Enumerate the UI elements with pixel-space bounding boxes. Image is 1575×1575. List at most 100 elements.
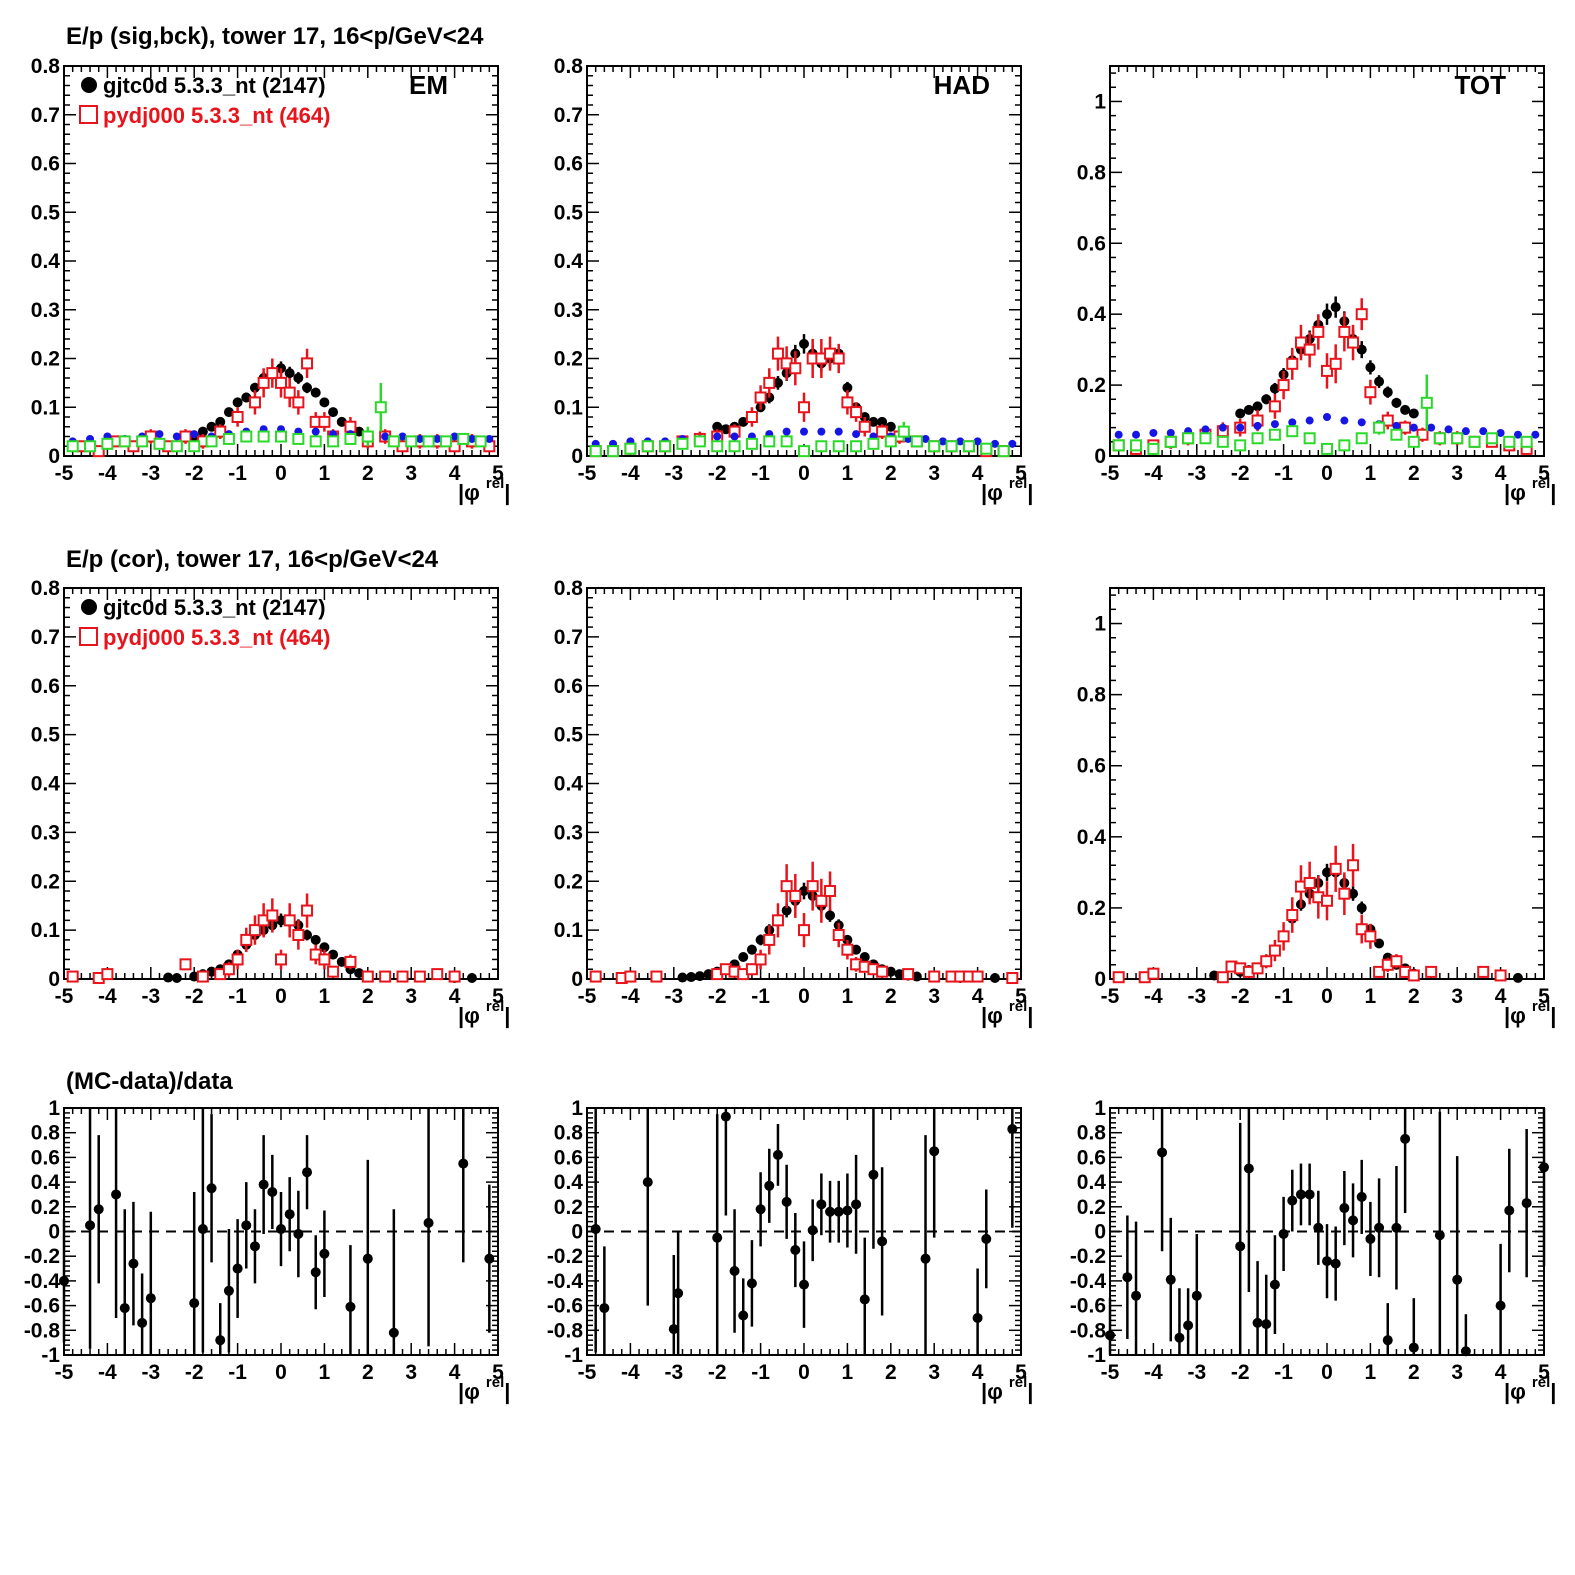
data-point: [1312, 325, 1325, 338]
y-tick-label: 0.8: [1077, 1122, 1107, 1145]
data-point: [361, 970, 374, 983]
y-tick-label: 0.8: [31, 577, 61, 600]
x-tick-label: 0: [798, 985, 810, 1008]
data-point: [1338, 887, 1351, 900]
data-point: [1277, 930, 1290, 943]
data-point: [101, 968, 114, 981]
y-tick-label: 0.4: [554, 773, 584, 796]
y-tick-label: 0: [48, 445, 60, 468]
data-point: [1391, 397, 1402, 408]
data-point: [989, 973, 1000, 984]
data-point: [310, 387, 321, 398]
data-point: [1382, 1335, 1393, 1346]
x-tick-label: -3: [664, 985, 683, 1008]
data-point: [1461, 427, 1470, 436]
data-point: [1477, 965, 1490, 978]
data-point: [1356, 902, 1367, 913]
data-point: [842, 382, 853, 393]
data-point: [458, 1158, 469, 1169]
data-point: [318, 953, 331, 966]
y-tick-label: -0.6: [24, 1295, 60, 1318]
data-point: [328, 949, 339, 960]
data-point: [1339, 1203, 1350, 1214]
data-point: [257, 376, 270, 389]
y-tick-label: -0.2: [1070, 1245, 1106, 1268]
x-tick-label: 1: [1365, 985, 1377, 1008]
data-point: [344, 955, 357, 968]
data-point: [711, 440, 724, 453]
data-point: [746, 944, 757, 955]
data-point: [1468, 435, 1481, 448]
panel-had-row3: -5 -4 -3 -2 -1 0 1 2 3 4 5-1-0.8-0.6-0.4-0.200.20.…: [547, 1097, 1034, 1404]
data-point: [806, 880, 819, 893]
y-tick-label: 0.6: [554, 675, 583, 698]
y-tick-label: 0: [1094, 445, 1106, 468]
y-tick-label: 0: [571, 445, 583, 468]
y-tick-label: 0.4: [1077, 1171, 1107, 1194]
x-tick-label: 3: [1451, 462, 1463, 485]
x-tick-label: -4: [1144, 462, 1163, 485]
x-tick-label: -4: [1144, 1361, 1163, 1384]
x-tick-label: -1: [1274, 1361, 1293, 1384]
data-point: [728, 440, 741, 453]
panel-em-row3: -5 -4 -3 -2 -1 0 1 2 3 4 5-1-0.8-0.6-0.4-0.200.20.…: [24, 1097, 511, 1404]
data-point: [1234, 439, 1247, 452]
data-point: [1495, 1300, 1506, 1311]
data-point: [1112, 439, 1125, 452]
data-point: [981, 1233, 992, 1244]
x-tick-label: -2: [708, 985, 727, 1008]
y-tick-label: 0.2: [31, 348, 60, 371]
data-point: [1365, 1233, 1376, 1244]
data-point: [599, 1303, 610, 1314]
data-point: [153, 437, 166, 450]
x-tick-label: 0: [275, 985, 287, 1008]
data-point: [206, 966, 217, 977]
data-point: [1114, 430, 1123, 439]
row2-title: E/p (cor), tower 17, 16<p/GeV<24: [66, 546, 439, 573]
x-tick-label: 3: [928, 462, 940, 485]
data-point: [956, 437, 965, 446]
series-0: [590, 1108, 1018, 1355]
x-tick-label: 2: [362, 985, 374, 1008]
y-tick-label: -0.8: [1070, 1319, 1107, 1342]
data-point: [248, 396, 261, 409]
data-point: [170, 440, 183, 453]
data-point: [859, 952, 870, 963]
data-point: [249, 382, 260, 393]
data-point: [712, 1232, 723, 1243]
x-tick-label: 5: [492, 1361, 504, 1384]
data-point: [1286, 425, 1299, 438]
data-point: [206, 1183, 217, 1194]
data-point: [292, 432, 305, 445]
data-point: [1007, 1123, 1018, 1134]
data-point: [276, 915, 286, 926]
data-point: [1235, 1241, 1246, 1252]
data-point: [928, 440, 941, 453]
data-point: [1269, 383, 1280, 394]
x-axis-label: |φ rel|: [1504, 475, 1556, 505]
data-point: [1407, 435, 1420, 448]
data-point: [590, 1224, 601, 1235]
data-point: [354, 426, 365, 437]
data-point: [1209, 970, 1220, 981]
data-point: [155, 430, 164, 439]
x-tick-label: -4: [621, 985, 640, 1008]
x-axis-label: |φ rel|: [1504, 1374, 1556, 1404]
y-tick-label: 0.2: [554, 348, 583, 371]
y-tick-label: 0.5: [31, 724, 61, 747]
data-point: [1243, 1163, 1254, 1174]
x-axis-label: |φ rel|: [981, 998, 1033, 1028]
data-point: [798, 445, 810, 458]
data-point: [415, 434, 424, 443]
y-tick-label: -0.8: [24, 1319, 61, 1342]
panel-label-had: HAD: [934, 70, 990, 100]
data-point: [241, 1220, 252, 1231]
data-point: [284, 368, 295, 379]
data-point: [59, 1275, 69, 1286]
y-tick-label: 0.8: [554, 55, 584, 78]
data-point: [1338, 439, 1351, 452]
data-point: [1374, 938, 1385, 949]
data-point: [172, 432, 181, 441]
data-point: [474, 435, 487, 448]
data-point: [336, 416, 347, 427]
